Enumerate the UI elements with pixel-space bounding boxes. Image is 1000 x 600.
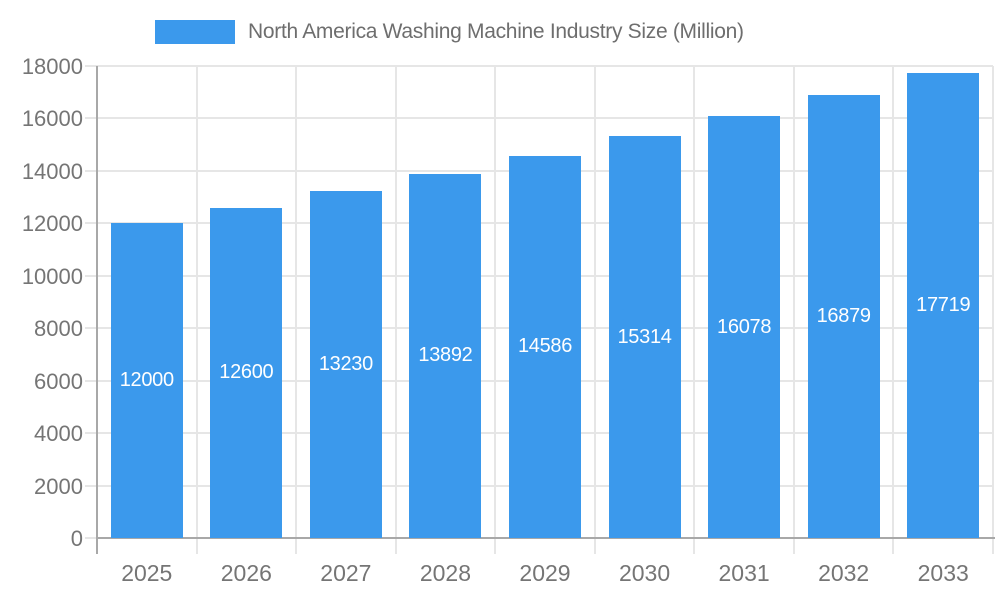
y-axis-label: 2000 xyxy=(34,473,83,499)
bar[interactable]: 16078 xyxy=(708,116,781,538)
bar-value-label: 13892 xyxy=(418,344,473,367)
legend-label[interactable]: North America Washing Machine Industry S… xyxy=(248,20,744,43)
y-axis-label: 10000 xyxy=(21,263,83,289)
bar-value-label: 16879 xyxy=(816,305,871,328)
y-axis-label: 0 xyxy=(70,526,83,551)
bar[interactable]: 17719 xyxy=(907,73,980,538)
y-tick xyxy=(85,327,97,330)
x-axis-label: 2025 xyxy=(121,560,173,586)
bar-value-label: 16078 xyxy=(717,315,772,338)
v-gridline xyxy=(792,66,795,554)
y-axis-label: 12000 xyxy=(21,211,83,237)
y-axis-label: 4000 xyxy=(34,421,83,447)
bar[interactable]: 12600 xyxy=(210,207,283,538)
bar-value-label: 15314 xyxy=(617,325,672,348)
bar-value-label: 13230 xyxy=(318,353,373,376)
h-gridline xyxy=(97,117,993,120)
x-axis-label: 2032 xyxy=(818,560,870,586)
v-gridline xyxy=(295,66,298,554)
y-tick xyxy=(85,117,97,120)
y-tick xyxy=(85,484,97,487)
x-axis-label: 2029 xyxy=(519,560,571,586)
x-axis-label: 2030 xyxy=(618,560,671,586)
bar[interactable]: 16879 xyxy=(807,95,880,538)
x-axis-label: 2028 xyxy=(419,560,472,586)
bar-value-label: 14586 xyxy=(517,335,573,358)
legend-swatch[interactable] xyxy=(155,20,235,44)
bar[interactable]: 13892 xyxy=(409,173,482,538)
bar-value-label: 12000 xyxy=(119,369,174,392)
bar[interactable]: 15314 xyxy=(608,136,681,538)
bar[interactable]: 13230 xyxy=(309,191,382,538)
y-tick xyxy=(85,169,97,172)
y-axis-label: 8000 xyxy=(34,316,83,342)
y-tick xyxy=(85,65,97,67)
x-axis-label: 2031 xyxy=(718,560,770,586)
bar[interactable]: 14586 xyxy=(509,155,581,538)
x-axis-label: 2027 xyxy=(320,560,372,586)
v-gridline xyxy=(195,66,198,554)
y-tick xyxy=(85,222,97,225)
y-axis-label: 14000 xyxy=(21,158,83,184)
v-gridline xyxy=(892,66,895,554)
y-axis-label: 16000 xyxy=(21,106,83,132)
v-gridline xyxy=(394,66,397,554)
v-gridline xyxy=(693,66,696,554)
y-tick xyxy=(85,274,97,277)
bar-value-label: 12600 xyxy=(219,361,274,384)
y-axis-label: 6000 xyxy=(34,368,83,394)
bar[interactable]: 12000 xyxy=(110,223,183,538)
h-gridline xyxy=(97,65,993,67)
v-gridline xyxy=(593,66,596,554)
x-axis-label: 2033 xyxy=(917,560,969,586)
y-axis-label: 18000 xyxy=(21,54,83,79)
bar-value-label: 17719 xyxy=(916,294,971,317)
x-axis-label: 2026 xyxy=(220,560,272,586)
y-tick xyxy=(85,379,97,382)
x-axis-line xyxy=(96,537,995,539)
y-tick xyxy=(85,537,97,539)
legend: North America Washing Machine Industry S… xyxy=(155,20,744,44)
y-tick xyxy=(85,432,97,435)
v-gridline xyxy=(992,66,994,554)
v-gridline xyxy=(494,66,497,554)
y-axis-line xyxy=(96,66,98,554)
